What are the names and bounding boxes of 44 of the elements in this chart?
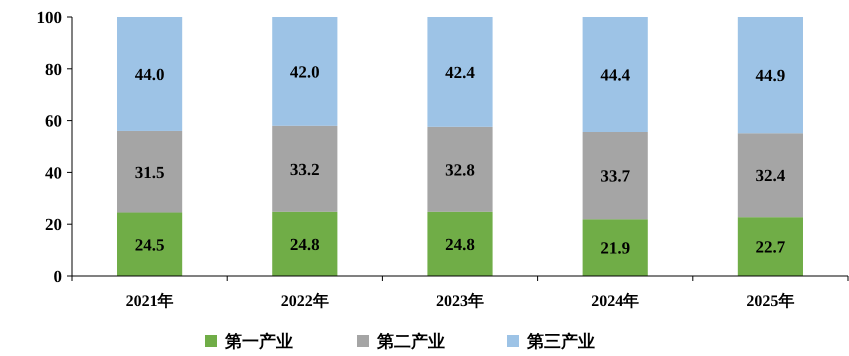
y-tick-label: 60 — [45, 112, 62, 131]
legend-label: 第二产业 — [376, 332, 445, 351]
bar — [427, 212, 493, 276]
x-tick-label: 2025年 — [746, 292, 794, 310]
data-label: 42.0 — [290, 62, 320, 82]
data-label: 33.2 — [290, 160, 320, 179]
bar — [738, 17, 803, 134]
bar — [272, 126, 338, 212]
y-tick-label: 20 — [45, 215, 62, 234]
data-label: 44.0 — [134, 64, 164, 84]
data-label: 24.5 — [134, 235, 164, 254]
data-label: 32.8 — [445, 160, 475, 180]
legend-label: 第三产业 — [526, 332, 595, 351]
bar — [738, 133, 803, 218]
bar — [117, 130, 182, 213]
data-label: 22.7 — [756, 238, 786, 257]
bar — [117, 212, 182, 276]
legend-label: 第一产业 — [224, 332, 293, 351]
bar — [427, 17, 493, 127]
bar — [117, 17, 182, 131]
data-label: 44.9 — [756, 66, 786, 86]
data-label: 44.4 — [600, 66, 631, 84]
data-label: 31.5 — [134, 162, 164, 182]
bar — [272, 212, 338, 276]
y-tick-label: 40 — [45, 163, 62, 182]
bar — [582, 17, 648, 132]
x-tick-label: 2021年 — [126, 292, 174, 310]
y-tick-label: 0 — [54, 267, 62, 286]
x-tick-label: 2022年 — [280, 292, 329, 310]
x-tick-label: 2024年 — [591, 292, 640, 310]
data-label: 24.8 — [290, 234, 320, 254]
data-label: 21.9 — [600, 238, 630, 258]
y-tick-label: 80 — [45, 60, 62, 79]
bar — [427, 126, 493, 212]
bar — [582, 132, 648, 220]
x-tick-label: 2023年 — [436, 292, 484, 310]
data-label: 32.4 — [756, 166, 786, 186]
bar — [582, 219, 648, 276]
data-label: 24.8 — [445, 234, 475, 254]
bar — [738, 217, 803, 276]
bar — [272, 17, 338, 126]
y-tick-label: 100 — [36, 8, 62, 27]
data-label: 33.7 — [600, 166, 631, 186]
data-label: 42.4 — [445, 62, 476, 82]
